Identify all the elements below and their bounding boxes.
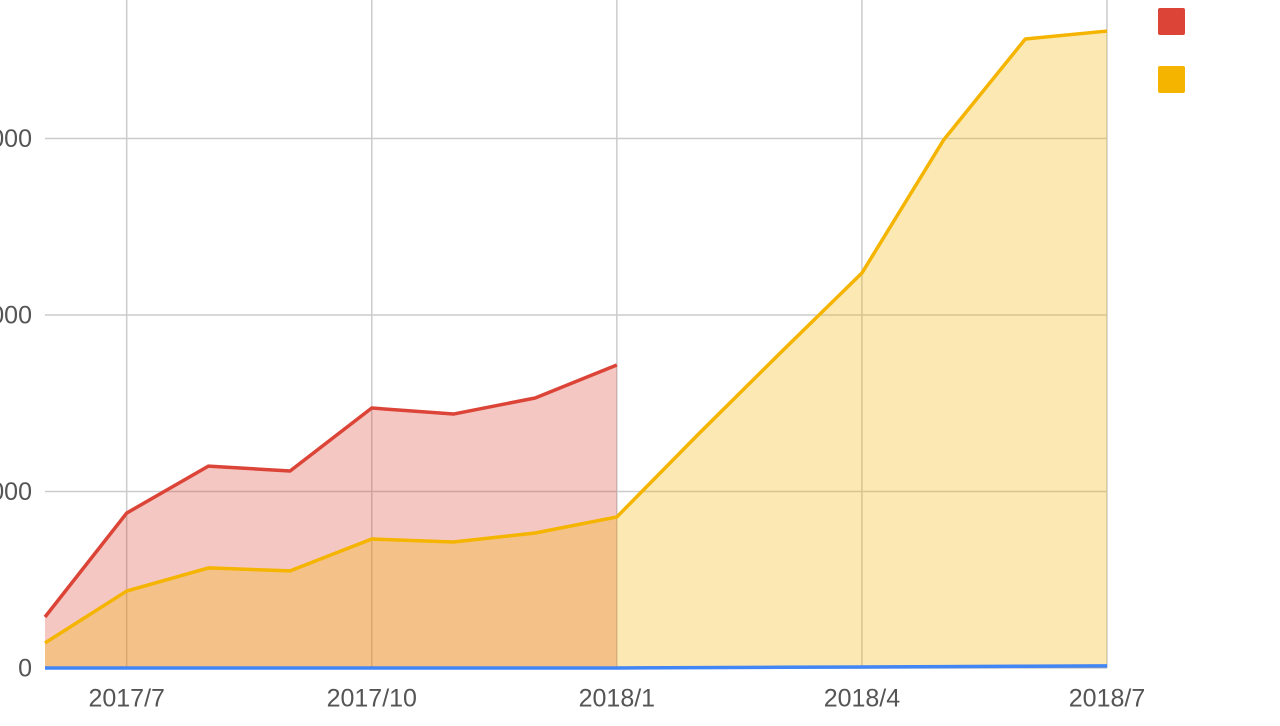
line bbox=[43, 363, 618, 619]
y-tick-label: 0 bbox=[18, 655, 32, 683]
labels: 0 1000 2000 3000 2017/7 2017/10 2018/1 2018/4 20… bbox=[0, 8, 1185, 713]
area bbox=[45, 364, 617, 668]
x-tick-label: 2018/4 bbox=[824, 685, 901, 713]
lines bbox=[43, 29, 1108, 670]
y-tick-label: 3000 bbox=[0, 125, 32, 153]
y-tick-label: 2000 bbox=[0, 302, 32, 330]
line bbox=[45, 664, 1108, 670]
areas bbox=[45, 31, 1107, 668]
grid bbox=[45, 0, 1108, 669]
x-tick-label: 2018/1 bbox=[579, 685, 655, 713]
area bbox=[45, 31, 1107, 668]
legend-swatch bbox=[1158, 8, 1185, 35]
legend-swatch bbox=[1158, 66, 1185, 93]
x-tick-label: 2018/7 bbox=[1069, 685, 1145, 713]
line bbox=[44, 29, 1108, 645]
x-tick-label: 2017/10 bbox=[327, 685, 417, 713]
y-tick-label: 1000 bbox=[0, 478, 32, 506]
x-tick-label: 2017/7 bbox=[88, 685, 164, 713]
